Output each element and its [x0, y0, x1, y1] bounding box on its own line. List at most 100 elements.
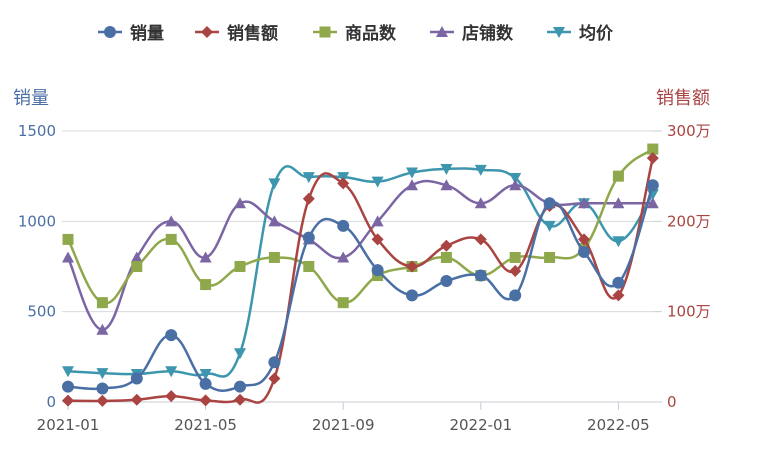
data-point-marker — [371, 264, 384, 277]
data-point-marker — [199, 368, 212, 380]
data-point-marker — [268, 356, 281, 369]
data-point-marker — [96, 382, 109, 395]
legend-label: 均价 — [579, 23, 614, 44]
data-point-marker — [302, 231, 315, 244]
data-point-marker — [62, 251, 74, 263]
grid-lines — [62, 130, 654, 403]
data-point-marker — [371, 233, 384, 246]
x-axis-tick-label: 2021-01 — [37, 416, 100, 434]
data-point-marker — [646, 197, 659, 209]
data-point-marker — [578, 233, 590, 246]
axes: 销量 销售额 0 500 1000 1500 0 100万 200万 300万 2021-01 2… — [13, 88, 711, 434]
data-point-marker — [406, 167, 418, 179]
legend-label: 商品数 — [345, 23, 397, 44]
data-point-marker — [62, 394, 74, 407]
data-point-marker — [543, 220, 556, 232]
left-axis-title: 销量 — [13, 88, 49, 109]
data-point-marker — [130, 393, 143, 406]
legend-label: 销售额 — [227, 23, 278, 44]
data-point-marker — [440, 179, 453, 191]
right-axis-tick-label: 0 — [667, 393, 677, 411]
data-point-marker — [200, 279, 212, 291]
data-point-marker — [440, 163, 453, 175]
right-axis-tick-label: 200万 — [667, 212, 711, 230]
legend-label: 销量 — [130, 23, 164, 44]
data-point-marker — [578, 197, 590, 209]
data-point-marker — [96, 368, 109, 380]
data-point-marker — [406, 260, 418, 273]
legend[interactable]: 销量 销售额 商品数 店铺数 均价 — [98, 23, 614, 44]
data-point-marker — [440, 251, 452, 263]
series-line — [66, 148, 654, 305]
x-axis-tick-label: 2022-01 — [449, 416, 512, 434]
data-point-marker — [96, 297, 108, 309]
series-line — [67, 165, 654, 378]
data-point-marker — [509, 265, 522, 278]
data-point-marker — [234, 380, 246, 393]
data-point-marker — [302, 172, 315, 184]
legend-item-销量[interactable]: 销量 — [98, 23, 164, 44]
data-point-marker — [62, 233, 74, 245]
data-point-marker — [474, 164, 487, 176]
data-point-marker — [96, 323, 109, 335]
data-point-marker — [337, 297, 349, 309]
data-point-marker — [474, 197, 487, 209]
data-point-marker — [234, 393, 246, 406]
legend-marker-icon — [104, 26, 116, 38]
data-point-marker — [509, 289, 522, 302]
left-axis-tick-label: 1500 — [18, 122, 56, 140]
series-line — [67, 184, 654, 393]
data-point-marker — [303, 261, 315, 272]
data-point-marker — [337, 177, 350, 190]
data-point-marker — [612, 236, 625, 248]
legend-item-店铺数[interactable]: 店铺数 — [430, 23, 514, 44]
data-point-marker — [406, 179, 418, 191]
data-point-marker — [371, 215, 384, 227]
legend-marker-icon — [319, 26, 331, 38]
data-point-marker — [509, 172, 522, 184]
data-point-marker — [199, 394, 212, 407]
data-point-marker — [165, 329, 178, 342]
data-point-marker — [165, 366, 178, 378]
data-point-marker — [474, 269, 487, 282]
left-axis-tick-label: 1000 — [18, 212, 56, 230]
right-axis-tick-label: 100万 — [667, 303, 711, 321]
data-point-marker — [337, 251, 350, 263]
x-axis-tick-label: 2022-05 — [587, 416, 650, 434]
data-point-marker — [165, 233, 177, 245]
data-point-marker — [130, 251, 143, 263]
left-axis-tick-label: 500 — [27, 303, 56, 321]
series-lines — [62, 143, 659, 407]
data-point-marker — [234, 348, 246, 360]
data-point-marker — [647, 143, 659, 155]
legend-marker-icon — [553, 27, 565, 38]
data-point-marker — [543, 197, 556, 210]
data-point-marker — [62, 380, 74, 393]
series-line — [66, 179, 653, 331]
data-point-marker — [440, 274, 453, 287]
legend-item-商品数[interactable]: 商品数 — [313, 23, 397, 44]
data-point-marker — [578, 246, 590, 259]
data-point-marker — [302, 192, 315, 205]
data-point-marker — [544, 251, 556, 263]
legend-marker-icon — [201, 26, 213, 38]
data-point-marker — [612, 276, 625, 289]
data-point-marker — [165, 390, 178, 403]
data-point-marker — [234, 261, 246, 272]
data-point-marker — [268, 178, 281, 190]
data-point-marker — [612, 289, 625, 302]
series-销售额 — [62, 152, 659, 407]
data-point-marker — [337, 219, 350, 232]
data-point-marker — [646, 152, 659, 165]
data-point-marker — [371, 176, 384, 188]
legend-item-均价[interactable]: 均价 — [547, 23, 614, 44]
legend-item-销售额[interactable]: 销售额 — [195, 23, 278, 44]
data-point-marker — [509, 179, 522, 191]
data-point-marker — [165, 215, 178, 227]
series-均价 — [62, 163, 659, 380]
data-point-marker — [131, 261, 143, 272]
data-point-marker — [62, 366, 74, 378]
data-point-marker — [96, 394, 109, 407]
